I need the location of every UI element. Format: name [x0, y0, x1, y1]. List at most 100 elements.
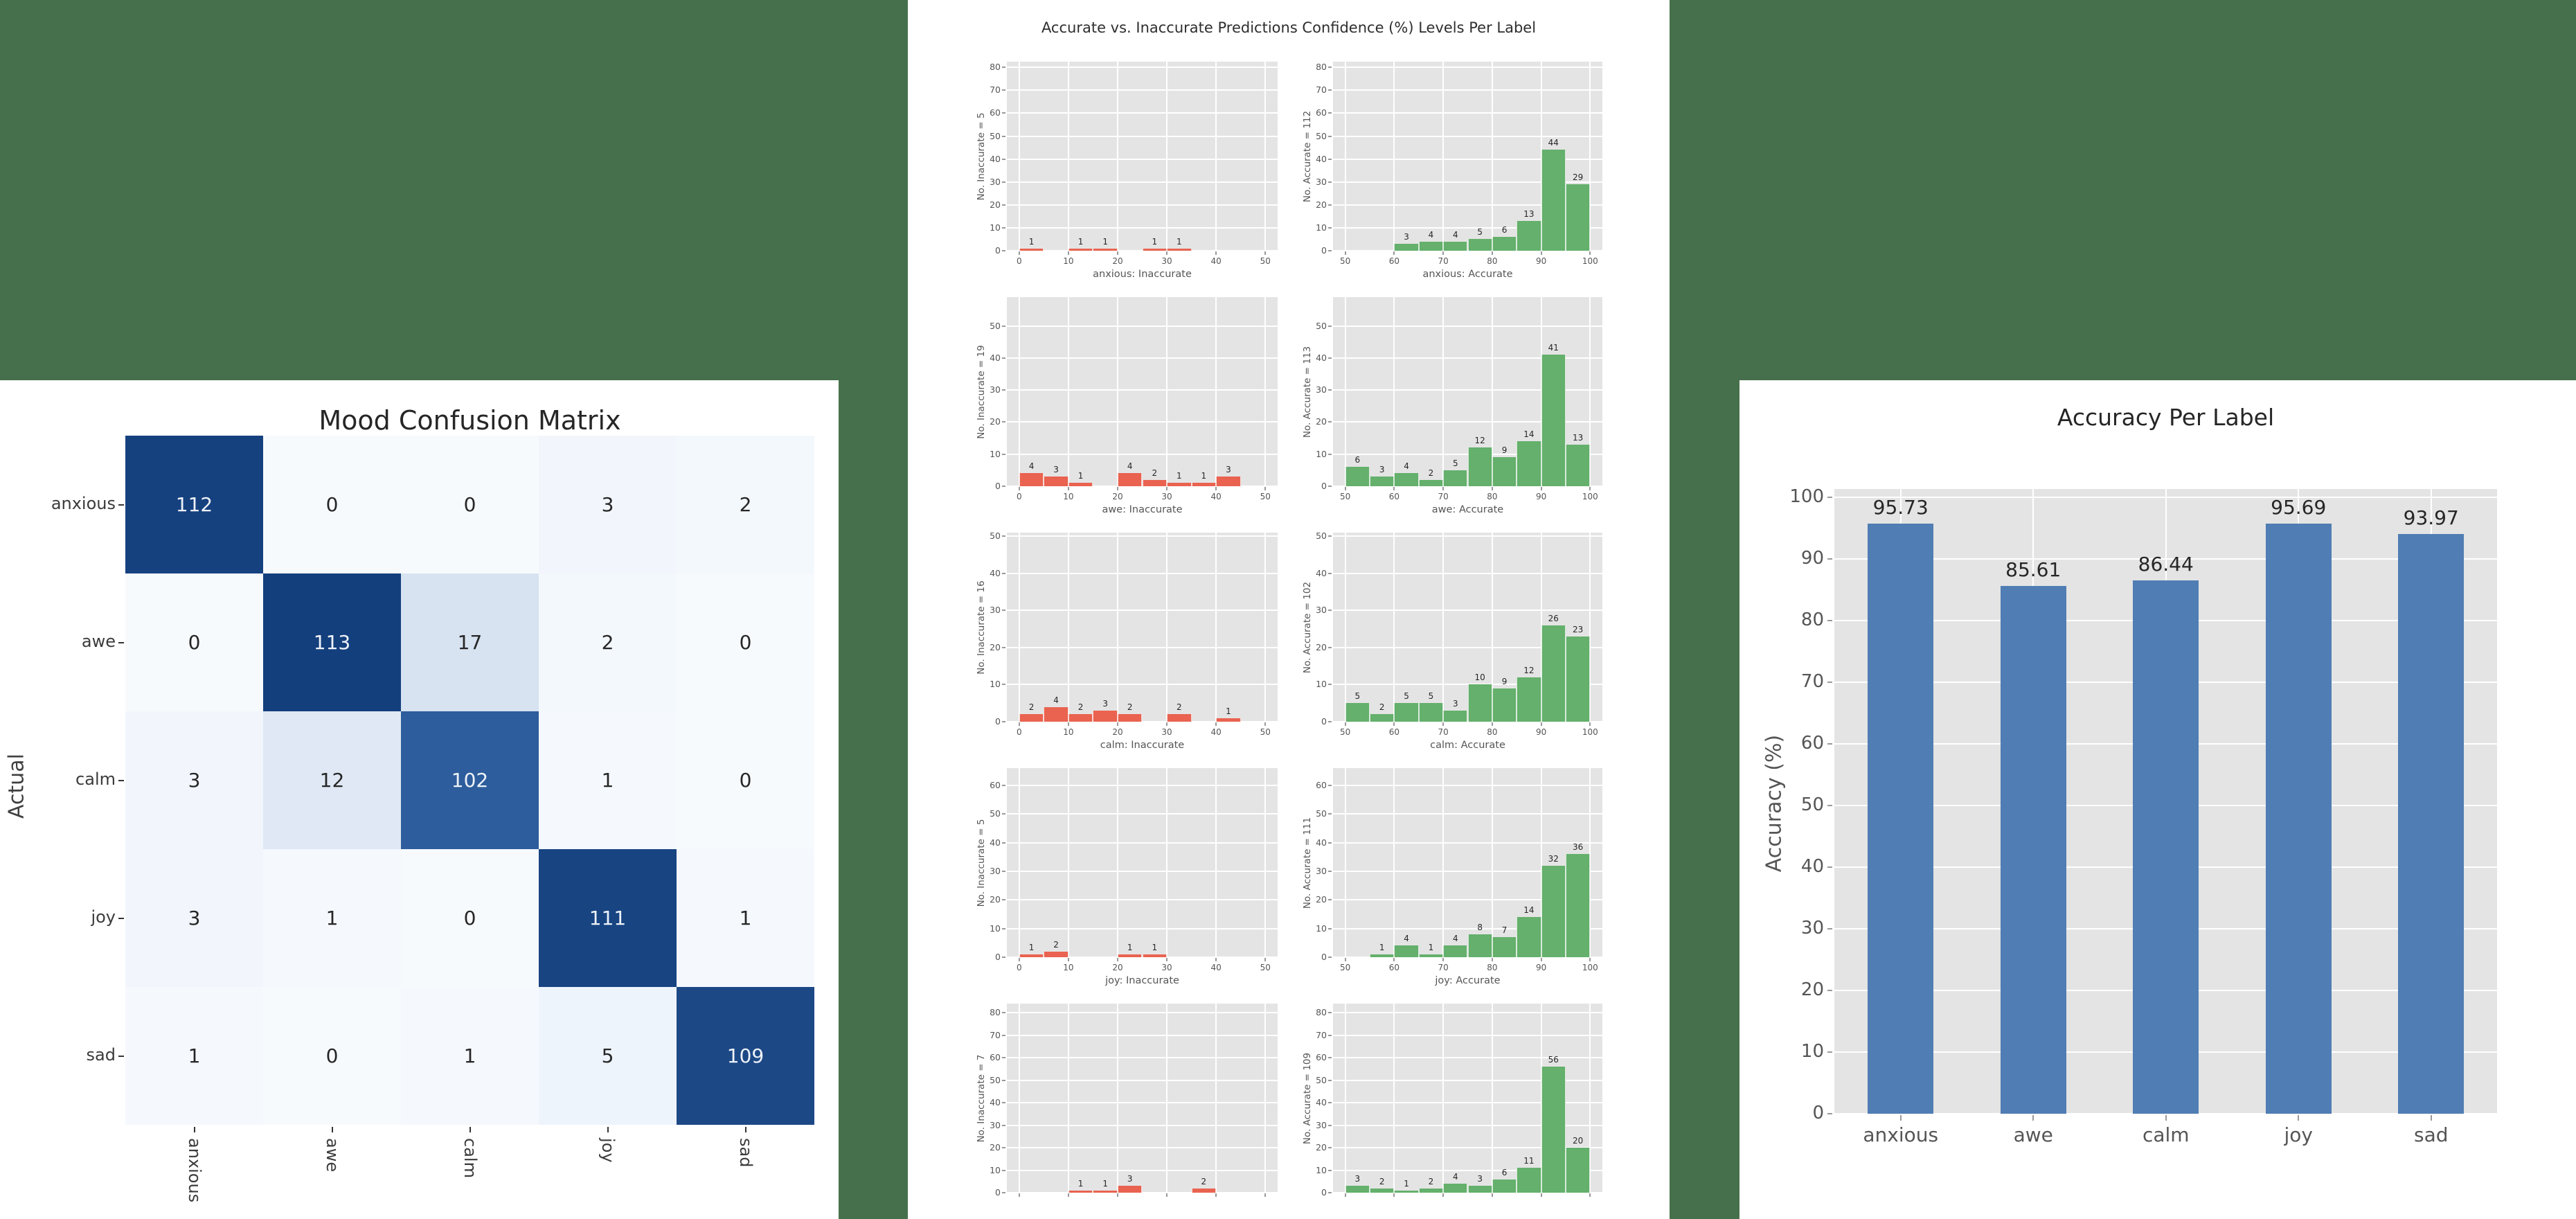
grid-line-horizontal [1333, 357, 1602, 359]
y-tick-label: 10 [1316, 1164, 1327, 1175]
y-tick-label: 50 [1316, 531, 1327, 542]
histogram-bar [1541, 150, 1566, 251]
grid-line-horizontal [1007, 204, 1278, 206]
x-tick-label: 70 [1438, 492, 1449, 501]
x-tick-label: 70 [1438, 256, 1449, 266]
grid-line-horizontal [1333, 112, 1602, 114]
grid-line-horizontal [1007, 646, 1278, 648]
grid-line-horizontal [1007, 389, 1278, 391]
grid-line-horizontal [1333, 1079, 1602, 1081]
y-tick-label: 10 [990, 679, 1001, 690]
y-tick-label: 20 [990, 416, 1001, 427]
y-tick-label: 30 [990, 605, 1001, 616]
x-tick-label: 90 [1535, 727, 1547, 737]
bar-value-label: 9 [1501, 676, 1508, 686]
heatmap-cell: 0 [125, 573, 263, 711]
y-tick-label: awe [81, 631, 116, 651]
grid-line-horizontal [1333, 325, 1602, 327]
bar-value-label: 4 [1028, 461, 1035, 472]
grid-line-horizontal [1007, 325, 1278, 327]
y-tick-mark [1002, 1124, 1005, 1126]
histogram-bar [1492, 937, 1517, 957]
y-tick-mark [1002, 325, 1005, 327]
bar-value-label: 2 [1053, 939, 1059, 950]
y-tick-label: 0 [1812, 1103, 1824, 1123]
histogram-bar [1345, 1186, 1370, 1193]
bar-value-label: 32 [1548, 853, 1559, 864]
y-tick-mark [1827, 1051, 1832, 1053]
y-tick-mark [1328, 112, 1332, 114]
x-tick-label: sad [2413, 1123, 2449, 1146]
x-axis-label: awe: Accurate [1431, 504, 1504, 515]
bar-value-label: 4 [1428, 229, 1434, 240]
histogram-bar [1345, 703, 1370, 722]
y-tick-mark [1328, 721, 1332, 722]
bar-value-label: 1 [1226, 706, 1231, 716]
accuracy-bar [2265, 523, 2332, 1114]
y-tick-label: 20 [1316, 199, 1327, 210]
y-axis-label: No. Inaccurate = 7 [976, 1054, 987, 1142]
x-tick-label: 50 [1260, 256, 1271, 266]
grid-line-vertical [1344, 768, 1346, 957]
x-tick-label: 100 [1582, 963, 1598, 972]
histogram-bar [1370, 714, 1395, 722]
grid-line-horizontal [1333, 1147, 1602, 1148]
y-tick-label: 50 [1316, 1074, 1327, 1085]
y-axis-label: No. Accurate = 112 [1302, 110, 1313, 202]
y-tick-mark [1328, 684, 1332, 686]
grid-line-horizontal [1834, 1113, 2497, 1114]
x-tick-mark [1344, 487, 1346, 490]
x-tick-mark [331, 1127, 333, 1132]
bar-value-label: 5 [1404, 691, 1409, 702]
histogram-bar [1142, 248, 1168, 251]
histogram-bar [1394, 945, 1419, 957]
x-tick-label: 40 [1210, 492, 1222, 501]
heatmap-cell: 3 [125, 711, 263, 849]
grid-line-horizontal [1007, 784, 1278, 786]
x-tick-label: 50 [1340, 727, 1351, 737]
x-axis-label: anxious: Inaccurate [1093, 269, 1192, 280]
grid-line-horizontal [1333, 813, 1602, 815]
y-tick-mark [1002, 453, 1005, 455]
heatmap-cell: 5 [539, 987, 677, 1125]
y-tick-label: 0 [995, 952, 1001, 962]
grid-line-horizontal [1007, 721, 1278, 722]
y-tick-label: 80 [1316, 62, 1327, 73]
x-tick-mark [1491, 487, 1493, 490]
grid-line-horizontal [1007, 453, 1278, 455]
y-tick-label: 10 [990, 222, 1001, 233]
y-tick-mark [1002, 927, 1005, 929]
grid-line-vertical [1393, 533, 1395, 722]
y-tick-label: 50 [990, 320, 1001, 331]
y-tick-mark [1002, 389, 1005, 391]
bar-value-label: 1 [1127, 942, 1133, 952]
x-tick-mark [1393, 487, 1395, 490]
x-tick-label: 80 [1487, 963, 1498, 972]
heatmap-cell: 2 [677, 436, 814, 573]
y-tick-mark [118, 504, 124, 506]
grid-line-horizontal [1007, 610, 1278, 612]
x-tick-mark [1393, 1193, 1395, 1197]
x-tick-label: anxious [184, 1138, 204, 1203]
grid-line-horizontal [1333, 870, 1602, 872]
bar-value-label: 3 [1102, 698, 1108, 709]
grid-line-vertical [1067, 297, 1069, 486]
histogram-bar [1093, 710, 1118, 722]
grid-line-horizontal [1333, 204, 1602, 206]
grid-line-horizontal [1007, 1057, 1278, 1058]
x-tick-label: 70 [1438, 727, 1449, 737]
bar-value-label: 1 [1077, 471, 1084, 481]
histogram-plot-awe-accurate: 6 3 4 2 5 12 9 14 41 13 [1333, 297, 1602, 487]
grid-line-vertical [1393, 62, 1395, 251]
heatmap-cell: 0 [677, 711, 814, 849]
y-tick-label: 40 [990, 837, 1001, 848]
y-tick-mark [1002, 66, 1005, 69]
bar-value-label: 5 [1428, 691, 1434, 702]
y-tick-label: 80 [1800, 609, 1824, 630]
bar-value-label: 4 [1404, 461, 1409, 472]
bar-value-label: 14 [1523, 905, 1535, 916]
histogram-bar [1492, 1179, 1517, 1193]
y-tick-label: 20 [1316, 1142, 1327, 1153]
histogram-bar [1517, 917, 1541, 957]
